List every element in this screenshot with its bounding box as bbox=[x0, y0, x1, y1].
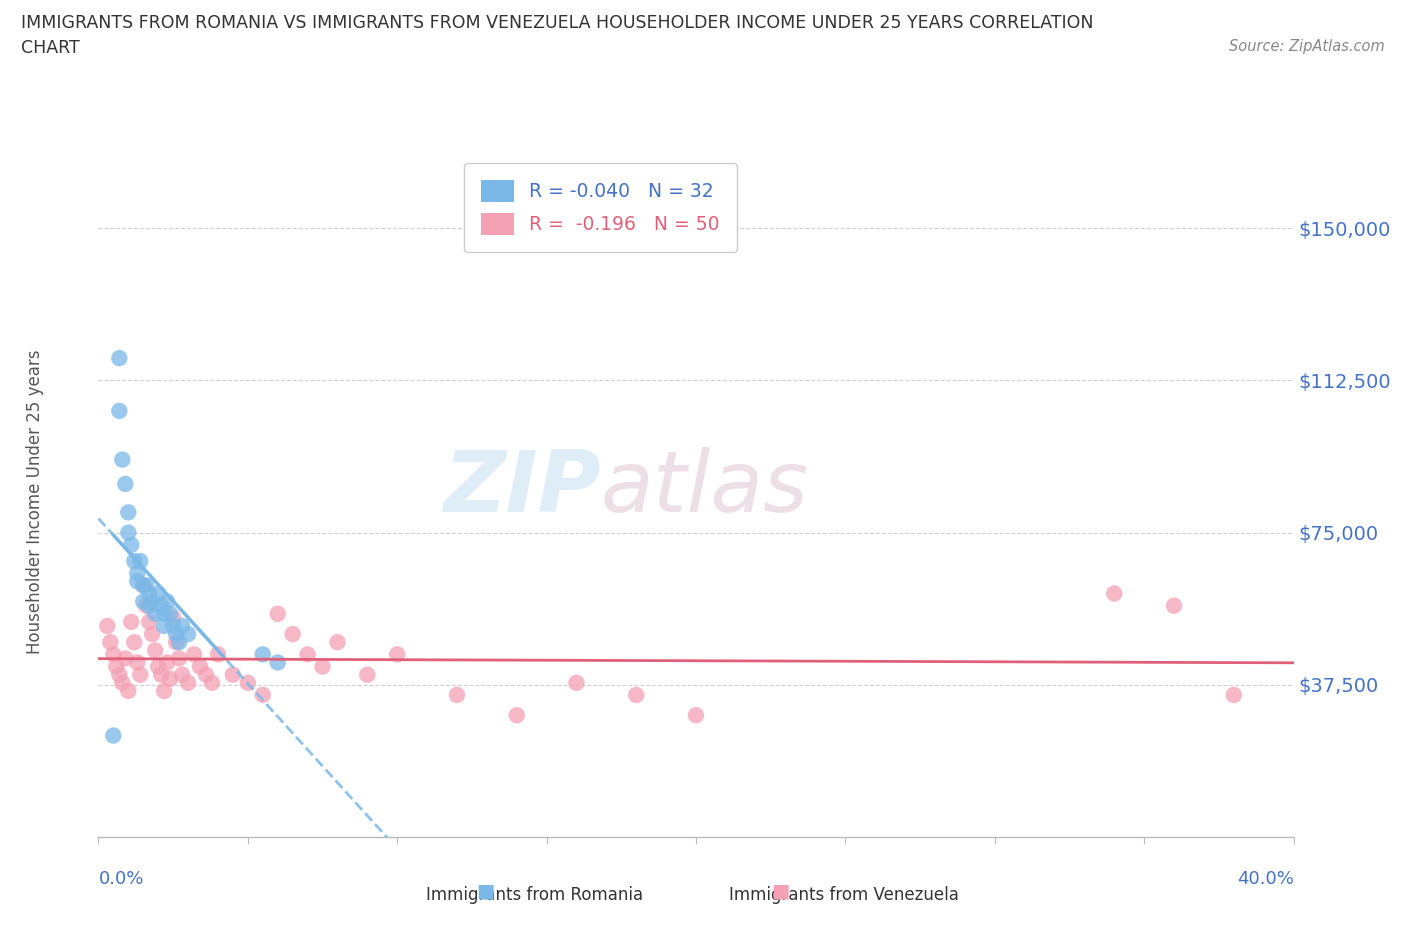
Point bbox=[222, 667, 245, 682]
Point bbox=[685, 708, 707, 723]
Point bbox=[135, 598, 157, 613]
Point bbox=[98, 635, 122, 650]
Point bbox=[267, 655, 290, 670]
Point bbox=[117, 684, 139, 698]
Point bbox=[124, 553, 146, 568]
Point bbox=[165, 635, 187, 650]
Point bbox=[148, 659, 170, 674]
Text: ■: ■ bbox=[475, 882, 495, 900]
Point bbox=[150, 667, 173, 682]
Point bbox=[124, 635, 146, 650]
Point bbox=[148, 586, 170, 601]
Point bbox=[506, 708, 529, 723]
Point bbox=[103, 728, 125, 743]
Point bbox=[150, 598, 173, 613]
Text: ZIP: ZIP bbox=[443, 447, 600, 530]
Point bbox=[624, 687, 647, 702]
Point bbox=[297, 647, 319, 662]
Point bbox=[153, 618, 176, 633]
Text: 40.0%: 40.0% bbox=[1237, 870, 1294, 887]
Point bbox=[132, 578, 155, 592]
Point bbox=[385, 647, 409, 662]
Point bbox=[167, 635, 190, 650]
Point bbox=[267, 606, 290, 621]
Point bbox=[156, 655, 179, 670]
Text: ■: ■ bbox=[770, 882, 790, 900]
Point bbox=[201, 675, 224, 690]
Point bbox=[108, 351, 131, 365]
Point bbox=[141, 594, 163, 609]
Point bbox=[120, 615, 142, 630]
Point bbox=[111, 452, 134, 467]
Point bbox=[159, 606, 181, 621]
Point bbox=[132, 594, 155, 609]
Point bbox=[156, 594, 179, 609]
Point bbox=[135, 578, 157, 592]
Point bbox=[153, 684, 176, 698]
Point bbox=[114, 476, 136, 491]
Point bbox=[1163, 598, 1185, 613]
Point bbox=[103, 647, 125, 662]
Point bbox=[153, 606, 176, 621]
Point bbox=[117, 505, 139, 520]
Text: 0.0%: 0.0% bbox=[98, 870, 143, 887]
Point bbox=[252, 647, 274, 662]
Point bbox=[162, 610, 184, 625]
Point bbox=[132, 578, 155, 592]
Point bbox=[1104, 586, 1126, 601]
Point bbox=[165, 627, 187, 642]
Point bbox=[172, 667, 194, 682]
Point bbox=[127, 655, 149, 670]
Point bbox=[167, 651, 190, 666]
Point bbox=[138, 615, 160, 630]
Point bbox=[356, 667, 378, 682]
Point bbox=[1223, 687, 1246, 702]
Point bbox=[111, 675, 134, 690]
Point bbox=[236, 675, 259, 690]
Point bbox=[326, 635, 349, 650]
Point bbox=[120, 538, 142, 552]
Legend: R = -0.040   N = 32, R =  -0.196   N = 50: R = -0.040 N = 32, R = -0.196 N = 50 bbox=[464, 164, 737, 252]
Point bbox=[159, 671, 181, 686]
Text: Immigrants from Venezuela: Immigrants from Venezuela bbox=[728, 886, 959, 904]
Point bbox=[127, 574, 149, 589]
Point bbox=[281, 627, 304, 642]
Point bbox=[117, 525, 139, 540]
Text: Householder Income Under 25 years: Householder Income Under 25 years bbox=[27, 350, 44, 655]
Point bbox=[138, 598, 160, 613]
Text: Source: ZipAtlas.com: Source: ZipAtlas.com bbox=[1229, 39, 1385, 54]
Text: Immigrants from Romania: Immigrants from Romania bbox=[426, 886, 643, 904]
Point bbox=[311, 659, 333, 674]
Point bbox=[108, 667, 131, 682]
Point bbox=[143, 606, 166, 621]
Point bbox=[162, 618, 184, 633]
Point bbox=[177, 627, 200, 642]
Point bbox=[172, 618, 194, 633]
Point bbox=[188, 659, 211, 674]
Point bbox=[177, 675, 200, 690]
Text: IMMIGRANTS FROM ROMANIA VS IMMIGRANTS FROM VENEZUELA HOUSEHOLDER INCOME UNDER 25: IMMIGRANTS FROM ROMANIA VS IMMIGRANTS FR… bbox=[21, 14, 1094, 32]
Point bbox=[108, 404, 131, 418]
Point bbox=[194, 667, 218, 682]
Point bbox=[446, 687, 468, 702]
Point bbox=[105, 659, 128, 674]
Point bbox=[183, 647, 205, 662]
Text: atlas: atlas bbox=[600, 447, 808, 530]
Point bbox=[96, 618, 118, 633]
Point bbox=[143, 643, 166, 658]
Point bbox=[129, 667, 152, 682]
Point bbox=[565, 675, 588, 690]
Point bbox=[127, 565, 149, 580]
Point bbox=[114, 651, 136, 666]
Text: CHART: CHART bbox=[21, 39, 80, 57]
Point bbox=[129, 553, 152, 568]
Point bbox=[141, 627, 163, 642]
Point bbox=[138, 586, 160, 601]
Point bbox=[207, 647, 229, 662]
Point bbox=[252, 687, 274, 702]
